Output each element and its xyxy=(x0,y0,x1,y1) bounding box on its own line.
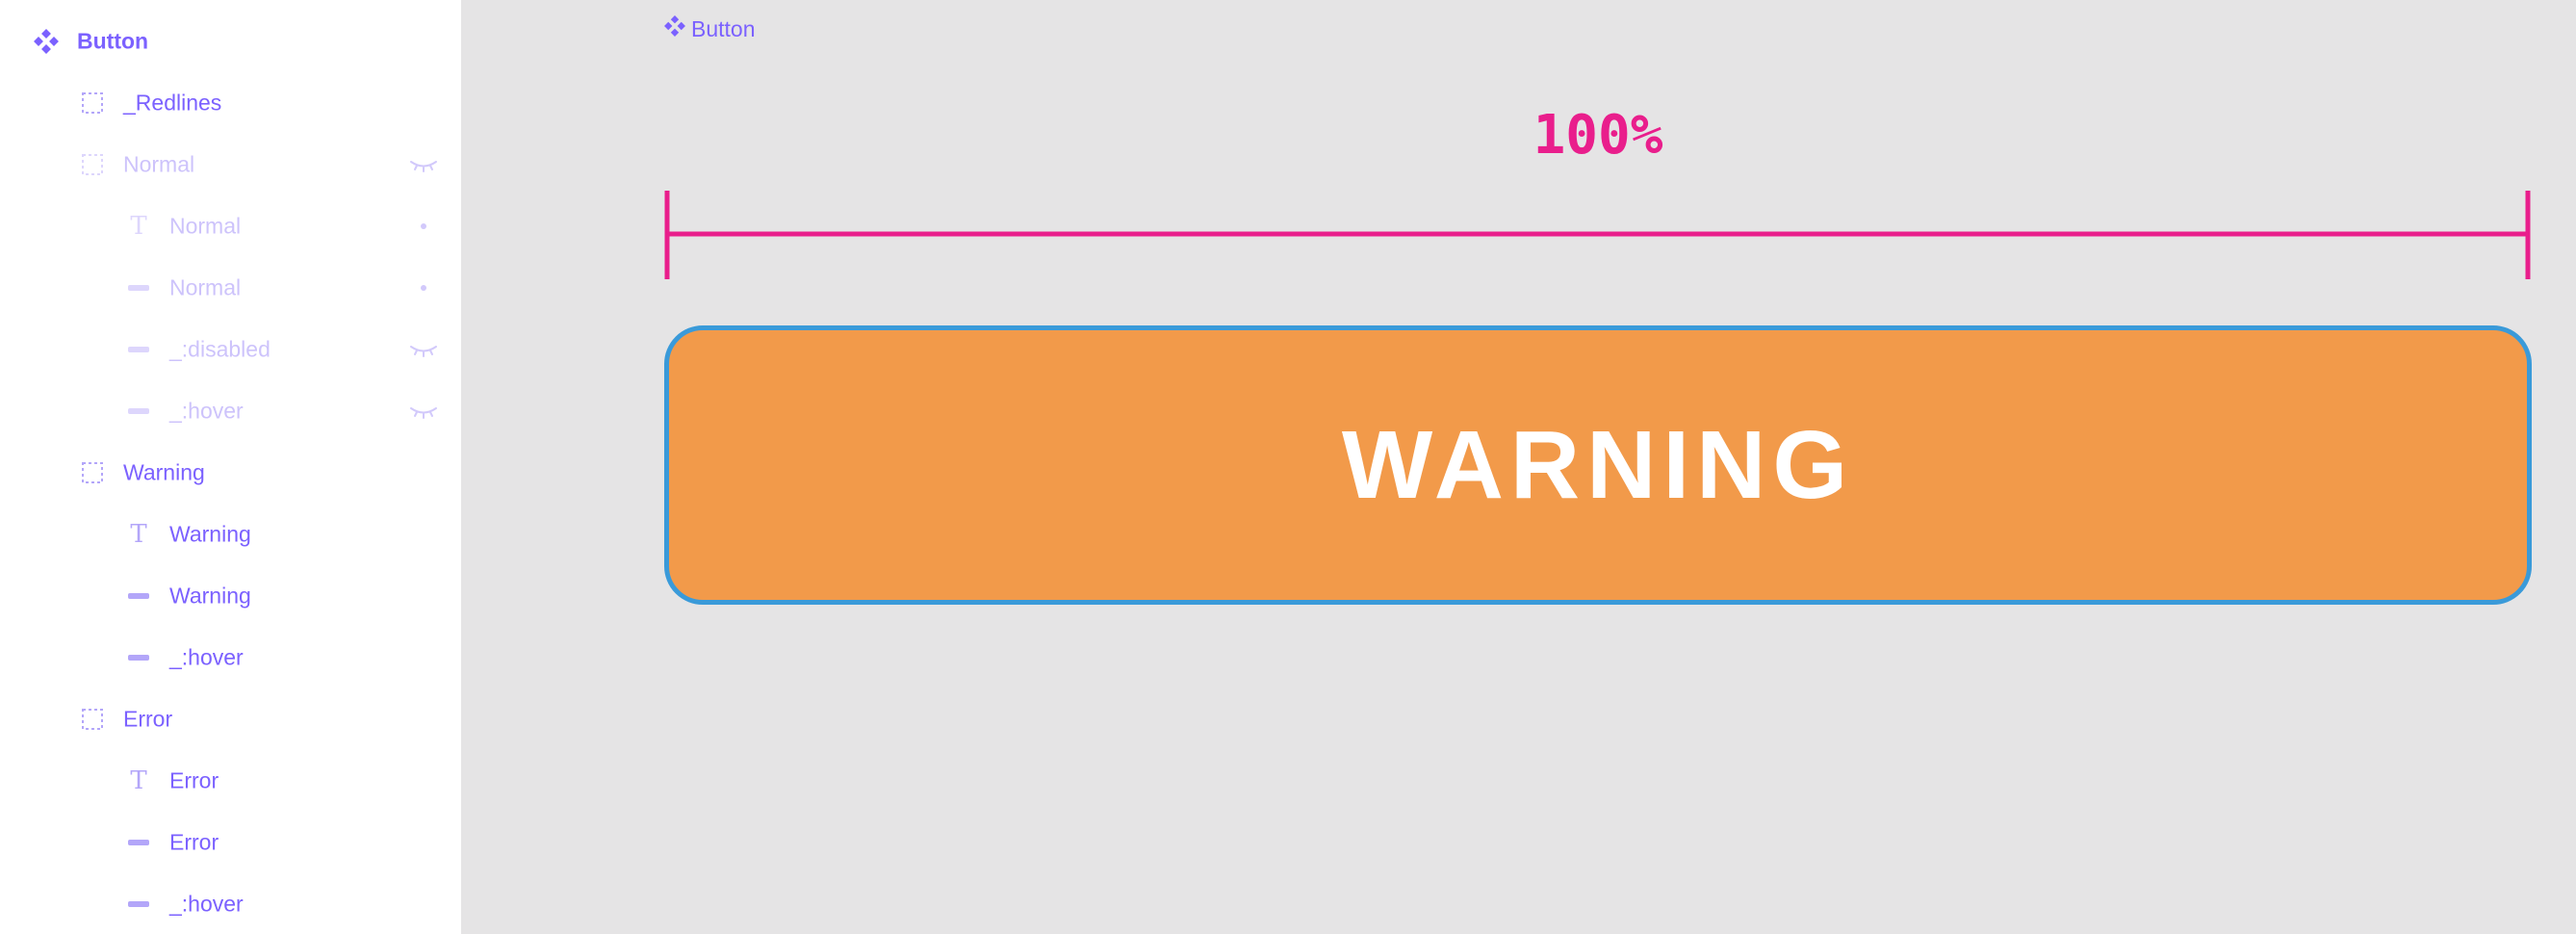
rectangle-icon xyxy=(127,900,150,908)
frame-icon xyxy=(81,91,104,115)
layer-label: Normal xyxy=(123,151,195,177)
layer-row[interactable]: Warning xyxy=(0,444,461,502)
text-icon: T xyxy=(130,212,147,241)
rectangle-icon xyxy=(127,592,150,600)
frame-label[interactable]: Button xyxy=(664,15,756,42)
rectangle-icon xyxy=(127,346,150,353)
layer-label: Normal xyxy=(169,274,242,300)
text-icon: T xyxy=(130,766,147,795)
layer-label: Error xyxy=(123,706,173,732)
layer-row[interactable]: Normal xyxy=(0,136,461,194)
layer-label: _Redlines xyxy=(123,90,222,116)
layer-row[interactable]: T Warning xyxy=(0,506,461,563)
rectangle-icon xyxy=(127,654,150,662)
frame-icon xyxy=(81,461,104,484)
status-dot xyxy=(421,285,426,291)
layer-label: Warning xyxy=(123,459,205,485)
layer-row[interactable]: _:hover xyxy=(0,382,461,440)
frame-label-text: Button xyxy=(691,15,756,41)
redline-measure xyxy=(664,191,2531,279)
layer-row[interactable]: _Redlines xyxy=(0,74,461,132)
eye-closed-icon[interactable] xyxy=(409,342,438,357)
layer-row[interactable]: Error xyxy=(0,690,461,748)
layer-row[interactable]: Warning xyxy=(0,567,461,625)
layer-row[interactable]: _:hover xyxy=(0,875,461,933)
layer-label: Button xyxy=(77,28,149,54)
rectangle-icon xyxy=(127,284,150,292)
layer-row[interactable]: T Error xyxy=(0,752,461,810)
layer-label: _:hover xyxy=(169,891,244,917)
layer-label: Warning xyxy=(169,583,251,609)
warning-button[interactable]: WARNING xyxy=(664,325,2532,605)
layer-label: _:disabled xyxy=(169,336,270,362)
status-dot xyxy=(421,223,426,229)
frame-icon xyxy=(81,153,104,176)
rectangle-icon xyxy=(127,839,150,846)
component-icon xyxy=(664,15,685,42)
text-icon: T xyxy=(130,520,147,549)
eye-closed-icon[interactable] xyxy=(409,403,438,419)
frame-icon xyxy=(81,708,104,731)
layer-row[interactable]: _:hover xyxy=(0,629,461,687)
layer-label: Warning xyxy=(169,521,251,547)
eye-closed-icon[interactable] xyxy=(409,157,438,172)
redline-width-label: 100% xyxy=(1533,104,1663,167)
rectangle-icon xyxy=(127,407,150,415)
layer-row[interactable]: T Normal xyxy=(0,197,461,255)
layer-label: Normal xyxy=(169,213,242,239)
layer-component-button[interactable]: Button xyxy=(0,13,461,70)
warning-button-label: WARNING xyxy=(1341,410,1855,519)
layer-row[interactable]: _:disabled xyxy=(0,321,461,378)
layer-label: Error xyxy=(169,829,219,855)
layer-row[interactable]: Normal xyxy=(0,259,461,317)
layer-label: _:hover xyxy=(169,398,244,424)
layer-label: _:hover xyxy=(169,644,244,670)
component-icon xyxy=(34,29,59,54)
layer-label: Error xyxy=(169,767,219,793)
layers-panel: Button _Redlines Normal T Normal Normal _:dis… xyxy=(0,0,461,934)
layer-row[interactable]: Error xyxy=(0,814,461,871)
